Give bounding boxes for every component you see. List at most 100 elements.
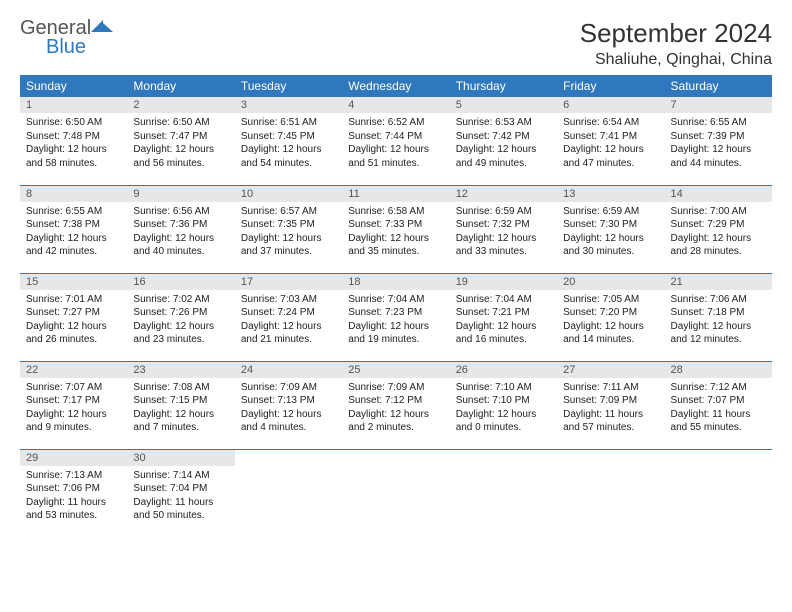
day-details: Sunrise: 7:01 AMSunset: 7:27 PMDaylight:… — [20, 290, 127, 353]
day-number: 8 — [20, 186, 127, 202]
page-header: General Blue September 2024 Shaliuhe, Qi… — [20, 18, 772, 69]
day-header: Saturday — [665, 75, 772, 97]
calendar-cell: 18Sunrise: 7:04 AMSunset: 7:23 PMDayligh… — [342, 273, 449, 361]
day-details: Sunrise: 6:57 AMSunset: 7:35 PMDaylight:… — [235, 202, 342, 265]
day-number: 19 — [450, 274, 557, 290]
day-number: 17 — [235, 274, 342, 290]
day-number: 2 — [127, 97, 234, 113]
calendar-cell: 27Sunrise: 7:11 AMSunset: 7:09 PMDayligh… — [557, 361, 664, 449]
day-details: Sunrise: 6:50 AMSunset: 7:48 PMDaylight:… — [20, 113, 127, 176]
day-details: Sunrise: 7:09 AMSunset: 7:13 PMDaylight:… — [235, 378, 342, 441]
calendar-cell: 11Sunrise: 6:58 AMSunset: 7:33 PMDayligh… — [342, 185, 449, 273]
calendar-cell: 23Sunrise: 7:08 AMSunset: 7:15 PMDayligh… — [127, 361, 234, 449]
day-number: 9 — [127, 186, 234, 202]
day-header: Wednesday — [342, 75, 449, 97]
day-number: 15 — [20, 274, 127, 290]
day-details: Sunrise: 7:14 AMSunset: 7:04 PMDaylight:… — [127, 466, 234, 529]
day-header: Sunday — [20, 75, 127, 97]
calendar-cell: 22Sunrise: 7:07 AMSunset: 7:17 PMDayligh… — [20, 361, 127, 449]
calendar-cell: 21Sunrise: 7:06 AMSunset: 7:18 PMDayligh… — [665, 273, 772, 361]
calendar-body: 1Sunrise: 6:50 AMSunset: 7:48 PMDaylight… — [20, 97, 772, 537]
calendar-cell: 5Sunrise: 6:53 AMSunset: 7:42 PMDaylight… — [450, 97, 557, 185]
calendar-cell: 1Sunrise: 6:50 AMSunset: 7:48 PMDaylight… — [20, 97, 127, 185]
day-details: Sunrise: 6:51 AMSunset: 7:45 PMDaylight:… — [235, 113, 342, 176]
day-number: 18 — [342, 274, 449, 290]
day-details: Sunrise: 7:12 AMSunset: 7:07 PMDaylight:… — [665, 378, 772, 441]
calendar-cell: .. — [342, 449, 449, 537]
calendar-cell: 24Sunrise: 7:09 AMSunset: 7:13 PMDayligh… — [235, 361, 342, 449]
day-details: Sunrise: 7:04 AMSunset: 7:23 PMDaylight:… — [342, 290, 449, 353]
location-text: Shaliuhe, Qinghai, China — [580, 51, 772, 69]
calendar-cell: 28Sunrise: 7:12 AMSunset: 7:07 PMDayligh… — [665, 361, 772, 449]
day-details: Sunrise: 6:52 AMSunset: 7:44 PMDaylight:… — [342, 113, 449, 176]
calendar-cell: 14Sunrise: 7:00 AMSunset: 7:29 PMDayligh… — [665, 185, 772, 273]
day-details: Sunrise: 7:05 AMSunset: 7:20 PMDaylight:… — [557, 290, 664, 353]
day-details: Sunrise: 7:07 AMSunset: 7:17 PMDaylight:… — [20, 378, 127, 441]
title-block: September 2024 Shaliuhe, Qinghai, China — [580, 18, 772, 69]
day-details: Sunrise: 7:08 AMSunset: 7:15 PMDaylight:… — [127, 378, 234, 441]
day-details: Sunrise: 6:59 AMSunset: 7:30 PMDaylight:… — [557, 202, 664, 265]
day-details: Sunrise: 6:55 AMSunset: 7:38 PMDaylight:… — [20, 202, 127, 265]
day-number: 13 — [557, 186, 664, 202]
day-number: 7 — [665, 97, 772, 113]
day-details: Sunrise: 6:54 AMSunset: 7:41 PMDaylight:… — [557, 113, 664, 176]
calendar-cell: 26Sunrise: 7:10 AMSunset: 7:10 PMDayligh… — [450, 361, 557, 449]
calendar-cell: 3Sunrise: 6:51 AMSunset: 7:45 PMDaylight… — [235, 97, 342, 185]
day-number: 20 — [557, 274, 664, 290]
calendar-cell: 29Sunrise: 7:13 AMSunset: 7:06 PMDayligh… — [20, 449, 127, 537]
day-details: Sunrise: 7:02 AMSunset: 7:26 PMDaylight:… — [127, 290, 234, 353]
day-details: Sunrise: 7:10 AMSunset: 7:10 PMDaylight:… — [450, 378, 557, 441]
day-details: Sunrise: 6:56 AMSunset: 7:36 PMDaylight:… — [127, 202, 234, 265]
calendar-cell: .. — [665, 449, 772, 537]
day-number: 16 — [127, 274, 234, 290]
calendar-cell: 19Sunrise: 7:04 AMSunset: 7:21 PMDayligh… — [450, 273, 557, 361]
calendar-header: SundayMondayTuesdayWednesdayThursdayFrid… — [20, 75, 772, 97]
day-details: Sunrise: 7:03 AMSunset: 7:24 PMDaylight:… — [235, 290, 342, 353]
calendar-cell: 20Sunrise: 7:05 AMSunset: 7:20 PMDayligh… — [557, 273, 664, 361]
day-number: 22 — [20, 362, 127, 378]
day-number: 12 — [450, 186, 557, 202]
calendar-cell: .. — [557, 449, 664, 537]
day-number: 4 — [342, 97, 449, 113]
day-details: Sunrise: 6:53 AMSunset: 7:42 PMDaylight:… — [450, 113, 557, 176]
day-header: Thursday — [450, 75, 557, 97]
calendar-cell: 2Sunrise: 6:50 AMSunset: 7:47 PMDaylight… — [127, 97, 234, 185]
day-details: Sunrise: 6:59 AMSunset: 7:32 PMDaylight:… — [450, 202, 557, 265]
day-details: Sunrise: 6:55 AMSunset: 7:39 PMDaylight:… — [665, 113, 772, 176]
calendar-cell: .. — [235, 449, 342, 537]
calendar-table: SundayMondayTuesdayWednesdayThursdayFrid… — [20, 75, 772, 537]
day-number: 1 — [20, 97, 127, 113]
calendar-cell: 6Sunrise: 6:54 AMSunset: 7:41 PMDaylight… — [557, 97, 664, 185]
day-number: 25 — [342, 362, 449, 378]
day-number: 28 — [665, 362, 772, 378]
day-number: 21 — [665, 274, 772, 290]
day-details: Sunrise: 7:11 AMSunset: 7:09 PMDaylight:… — [557, 378, 664, 441]
calendar-cell: 13Sunrise: 6:59 AMSunset: 7:30 PMDayligh… — [557, 185, 664, 273]
day-details: Sunrise: 7:04 AMSunset: 7:21 PMDaylight:… — [450, 290, 557, 353]
day-number: 30 — [127, 450, 234, 466]
day-details: Sunrise: 7:06 AMSunset: 7:18 PMDaylight:… — [665, 290, 772, 353]
day-header: Tuesday — [235, 75, 342, 97]
calendar-cell: 9Sunrise: 6:56 AMSunset: 7:36 PMDaylight… — [127, 185, 234, 273]
day-number: 11 — [342, 186, 449, 202]
calendar-cell: 30Sunrise: 7:14 AMSunset: 7:04 PMDayligh… — [127, 449, 234, 537]
calendar-cell: 8Sunrise: 6:55 AMSunset: 7:38 PMDaylight… — [20, 185, 127, 273]
calendar-cell: 7Sunrise: 6:55 AMSunset: 7:39 PMDaylight… — [665, 97, 772, 185]
day-details: Sunrise: 6:58 AMSunset: 7:33 PMDaylight:… — [342, 202, 449, 265]
calendar-cell: 12Sunrise: 6:59 AMSunset: 7:32 PMDayligh… — [450, 185, 557, 273]
day-number: 26 — [450, 362, 557, 378]
brand-logo: General Blue — [20, 18, 113, 57]
day-details: Sunrise: 7:00 AMSunset: 7:29 PMDaylight:… — [665, 202, 772, 265]
day-details: Sunrise: 7:09 AMSunset: 7:12 PMDaylight:… — [342, 378, 449, 441]
month-title: September 2024 — [580, 18, 772, 49]
calendar-cell: 17Sunrise: 7:03 AMSunset: 7:24 PMDayligh… — [235, 273, 342, 361]
day-details: Sunrise: 7:13 AMSunset: 7:06 PMDaylight:… — [20, 466, 127, 529]
day-number: 3 — [235, 97, 342, 113]
calendar-cell: 4Sunrise: 6:52 AMSunset: 7:44 PMDaylight… — [342, 97, 449, 185]
calendar-cell: .. — [450, 449, 557, 537]
calendar-cell: 10Sunrise: 6:57 AMSunset: 7:35 PMDayligh… — [235, 185, 342, 273]
calendar-cell: 15Sunrise: 7:01 AMSunset: 7:27 PMDayligh… — [20, 273, 127, 361]
day-details: Sunrise: 6:50 AMSunset: 7:47 PMDaylight:… — [127, 113, 234, 176]
day-number: 24 — [235, 362, 342, 378]
day-number: 27 — [557, 362, 664, 378]
